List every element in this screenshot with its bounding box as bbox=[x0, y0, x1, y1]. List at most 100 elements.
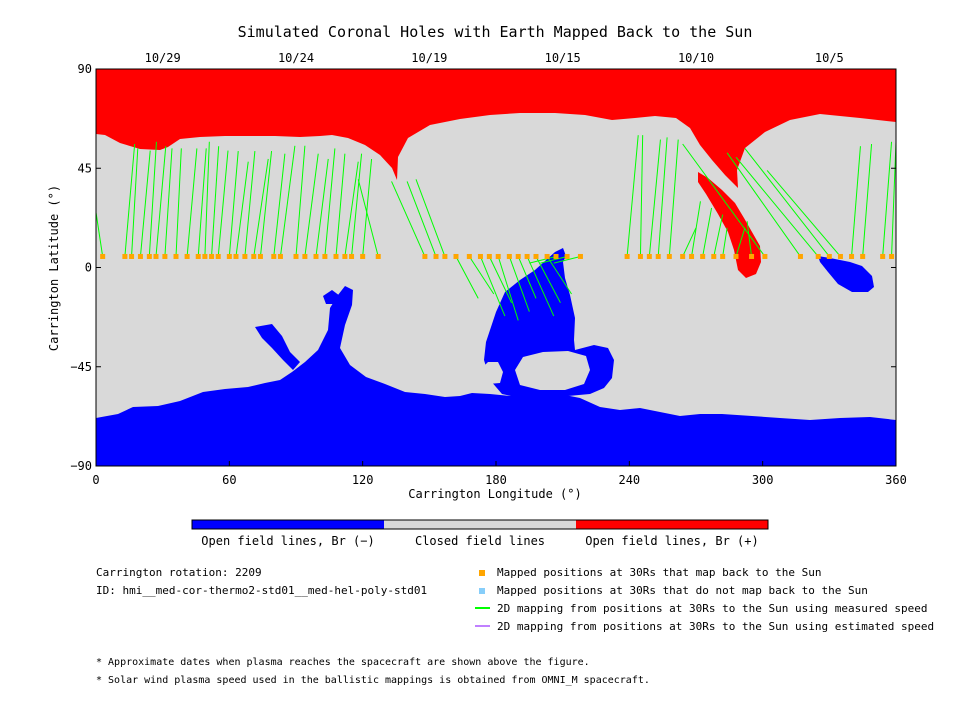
x-axis-label: Carrington Longitude (°) bbox=[408, 487, 581, 501]
mapped-position bbox=[153, 253, 159, 259]
mapped-position bbox=[360, 253, 366, 259]
field-line bbox=[279, 145, 296, 257]
negative-hole-ribbon bbox=[255, 324, 300, 370]
mapped-position bbox=[637, 253, 643, 259]
field-line bbox=[744, 148, 830, 257]
field-line bbox=[626, 135, 639, 257]
field-line bbox=[851, 146, 861, 257]
mapped-position bbox=[506, 253, 512, 259]
colorbar-label-negative: Open field lines, Br (−) bbox=[201, 534, 374, 548]
colorbar-label-closed: Closed field lines bbox=[415, 534, 545, 548]
mapped-position bbox=[837, 253, 843, 259]
x-tick-label: 0 bbox=[92, 473, 99, 487]
mapped-position bbox=[173, 253, 179, 259]
date-tick-label: 10/15 bbox=[545, 51, 581, 65]
mapped-position bbox=[762, 253, 768, 259]
field-line bbox=[746, 221, 753, 257]
field-line bbox=[735, 227, 746, 257]
footnote-speed: * Solar wind plasma speed used in the ba… bbox=[96, 675, 650, 686]
mapped-position bbox=[162, 253, 168, 259]
field-line bbox=[488, 256, 513, 304]
field-line bbox=[735, 156, 819, 257]
field-line bbox=[639, 135, 644, 257]
field-line bbox=[304, 153, 319, 257]
x-tick-label: 120 bbox=[352, 473, 374, 487]
mapped-position bbox=[544, 253, 550, 259]
chart-title: Simulated Coronal Holes with Earth Mappe… bbox=[238, 23, 753, 41]
date-tick-label: 10/24 bbox=[278, 51, 314, 65]
mapped-position bbox=[477, 253, 483, 259]
mapped-position bbox=[797, 253, 803, 259]
field-line bbox=[186, 148, 198, 257]
field-line bbox=[682, 143, 766, 257]
field-line bbox=[726, 152, 801, 257]
date-tick-label: 10/19 bbox=[411, 51, 447, 65]
field-line bbox=[455, 256, 479, 299]
mapped-position bbox=[122, 253, 128, 259]
mapped-position bbox=[277, 253, 283, 259]
mapped-position bbox=[202, 253, 208, 259]
y-tick-label: 90 bbox=[78, 62, 92, 76]
field-line bbox=[648, 139, 661, 257]
legend-label-measured: 2D mapping from positions at 30Rs to the… bbox=[497, 602, 928, 615]
field-line bbox=[96, 212, 104, 257]
field-line bbox=[139, 150, 151, 257]
mapped-position bbox=[453, 253, 459, 259]
mapped-position bbox=[100, 253, 106, 259]
mapped-position bbox=[889, 253, 895, 259]
field-line bbox=[204, 141, 210, 257]
mapped-position bbox=[333, 253, 339, 259]
legend-swatch-unmapped bbox=[479, 588, 485, 594]
mapped-position bbox=[646, 253, 652, 259]
legend-label-estimated: 2D mapping from positions at 30Rs to the… bbox=[497, 620, 935, 633]
mapped-position bbox=[577, 253, 583, 259]
y-axis-label: Carrington Latitude (°) bbox=[47, 185, 61, 351]
field-line bbox=[526, 256, 555, 317]
colorbar-frame bbox=[191, 519, 769, 530]
field-line bbox=[273, 153, 286, 257]
mapped-position bbox=[342, 253, 348, 259]
field-line bbox=[553, 255, 581, 264]
mapped-position bbox=[624, 253, 630, 259]
mapped-position bbox=[666, 253, 672, 259]
field-line bbox=[766, 170, 841, 257]
mapped-position bbox=[302, 253, 308, 259]
x-tick-label: 360 bbox=[885, 473, 907, 487]
field-line bbox=[131, 148, 139, 257]
mapped-position bbox=[815, 253, 821, 259]
y-tick-label: 0 bbox=[85, 261, 92, 275]
colorbar-positive bbox=[576, 520, 768, 529]
mapped-positions bbox=[100, 253, 895, 259]
mapped-position bbox=[849, 253, 855, 259]
field-line bbox=[479, 256, 506, 317]
mapped-position bbox=[184, 253, 190, 259]
legend-label-unmapped: Mapped positions at 30Rs that do not map… bbox=[497, 584, 868, 597]
field-line bbox=[391, 181, 426, 257]
mapped-position bbox=[215, 253, 221, 259]
colorbar-label-positive: Open field lines, Br (+) bbox=[585, 534, 758, 548]
field-line bbox=[891, 141, 896, 257]
field-line bbox=[468, 256, 495, 295]
field-line bbox=[164, 148, 173, 257]
mapped-position bbox=[880, 253, 886, 259]
x-tick-label: 240 bbox=[618, 473, 640, 487]
mapped-position bbox=[209, 253, 215, 259]
mapped-position bbox=[349, 253, 355, 259]
field-line bbox=[351, 153, 363, 257]
legend-label-mapped: Mapped positions at 30Rs that map back t… bbox=[497, 566, 822, 579]
mapped-position bbox=[553, 253, 559, 259]
mapped-position bbox=[422, 253, 428, 259]
mapped-position bbox=[495, 253, 501, 259]
field-line bbox=[657, 137, 668, 257]
field-line bbox=[540, 255, 568, 264]
field-line bbox=[217, 150, 229, 257]
mapped-position bbox=[251, 253, 257, 259]
mapped-position bbox=[322, 253, 328, 259]
y-tick-label: −45 bbox=[70, 360, 92, 374]
negative-hole-bump bbox=[323, 290, 340, 304]
y-tick-label: −90 bbox=[70, 459, 92, 473]
mapped-position bbox=[226, 253, 232, 259]
mapped-position bbox=[313, 253, 319, 259]
date-tick-label: 10/29 bbox=[145, 51, 181, 65]
x-tick-label: 180 bbox=[485, 473, 507, 487]
